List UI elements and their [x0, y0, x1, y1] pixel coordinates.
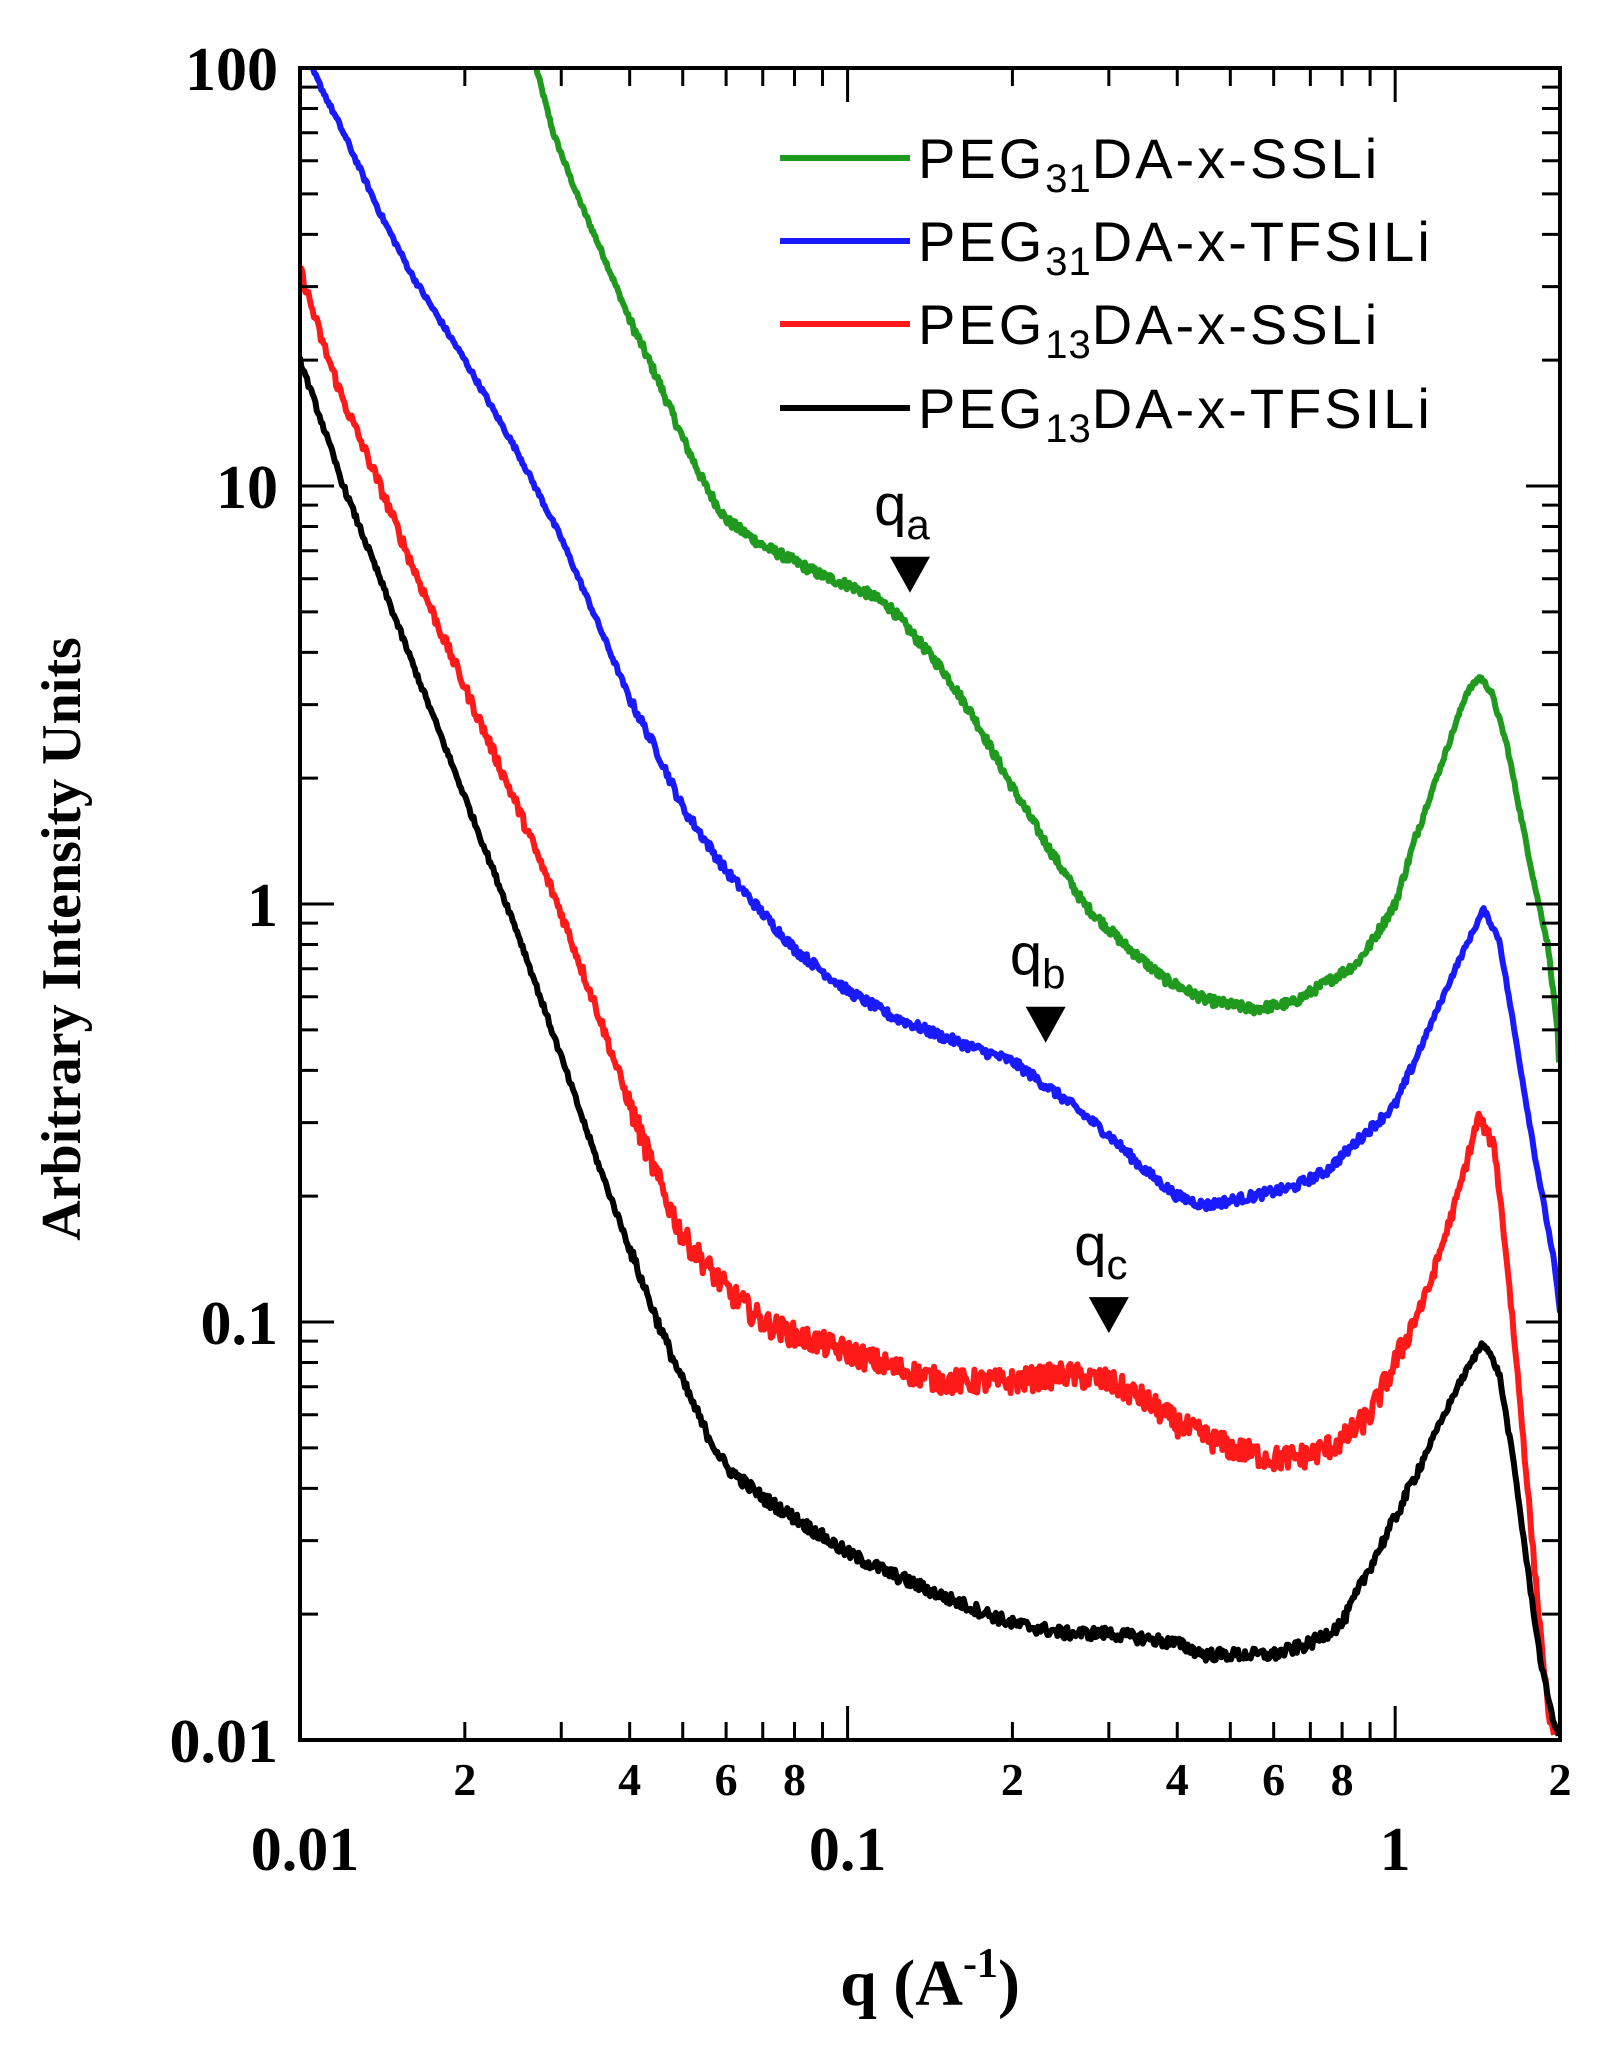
series-line-0	[533, 68, 1560, 1063]
y-major-tick-label: 100	[185, 36, 278, 104]
marker-triangle-qa	[889, 556, 930, 593]
legend-label-sub: 13	[1045, 407, 1092, 451]
marker-label-main: q	[874, 473, 906, 538]
legend-label-prefix: PEG	[918, 210, 1045, 273]
marker-label-sub: b	[1042, 951, 1065, 998]
series-line-3	[300, 356, 1560, 1737]
legend-label-suffix: DA-x-SSLi	[1092, 293, 1380, 356]
legend-label-3: PEG13DA-x-TFSILi	[918, 377, 1433, 451]
y-major-tick-label: 1	[247, 872, 278, 940]
x-minor-tick-label: 8	[783, 1754, 806, 1805]
x-major-tick-label: 0.01	[251, 1816, 360, 1884]
x-minor-tick-label: 2	[1549, 1754, 1572, 1805]
legend-label-sub: 31	[1045, 157, 1092, 201]
marker-label-main: q	[1010, 923, 1042, 988]
series-layer	[300, 68, 1560, 1737]
x-minor-tick-label: 4	[1166, 1754, 1189, 1805]
marker-label-qb: qb	[1010, 923, 1066, 998]
marker-triangle-qb	[1025, 1006, 1066, 1043]
marker-label-qc: qc	[1074, 1213, 1127, 1288]
legend-label-sub: 13	[1045, 323, 1092, 367]
y-major-tick-label: 0.1	[201, 1290, 279, 1358]
legend-label-suffix: DA-x-SSLi	[1092, 127, 1380, 190]
x-minor-tick-label: 4	[618, 1754, 641, 1805]
plot-area-frame	[298, 66, 1562, 1742]
y-major-tick-label: 10	[216, 454, 278, 522]
x-major-tick-label: 1	[1380, 1816, 1411, 1884]
x-minor-tick-label: 8	[1331, 1754, 1354, 1805]
series-line-1	[309, 68, 1560, 1313]
legend: PEG31DA-x-SSLiPEG31DA-x-TFSILiPEG13DA-x-…	[780, 127, 1433, 451]
legend-label-sub: 31	[1045, 240, 1092, 284]
legend-label-prefix: PEG	[918, 127, 1045, 190]
marker-label-sub: a	[906, 501, 930, 548]
marker-label-qa: qa	[874, 473, 930, 548]
x-minor-tick-label: 2	[453, 1754, 476, 1805]
series-line-2	[300, 265, 1557, 1736]
x-axis-label-close: )	[998, 1947, 1020, 2020]
x-axis-label: q (A-1)	[840, 1941, 1020, 2020]
legend-label-prefix: PEG	[918, 293, 1045, 356]
x-minor-tick-label: 6	[715, 1754, 738, 1805]
x-minor-tick-label: 6	[1262, 1754, 1285, 1805]
x-axis-label-superscript: -1	[963, 1941, 998, 1987]
x-axis-label-main: q (A	[840, 1947, 963, 2020]
legend-label-2: PEG13DA-x-SSLi	[918, 293, 1380, 367]
y-major-tick-label: 0.01	[170, 1708, 279, 1776]
y-axis-label: Arbitrary Intensity Units	[31, 637, 93, 1241]
marker-triangle-qc	[1088, 1297, 1129, 1334]
x-major-tick-label: 0.1	[809, 1816, 887, 1884]
legend-label-suffix: DA-x-TFSILi	[1092, 210, 1433, 273]
x-minor-tick-label: 2	[1001, 1754, 1024, 1805]
legend-label-prefix: PEG	[918, 377, 1045, 440]
legend-label-0: PEG31DA-x-SSLi	[918, 127, 1380, 201]
legend-label-suffix: DA-x-TFSILi	[1092, 377, 1433, 440]
marker-label-main: q	[1074, 1213, 1106, 1278]
marker-label-sub: c	[1106, 1241, 1127, 1288]
legend-label-1: PEG31DA-x-TFSILi	[918, 210, 1433, 284]
